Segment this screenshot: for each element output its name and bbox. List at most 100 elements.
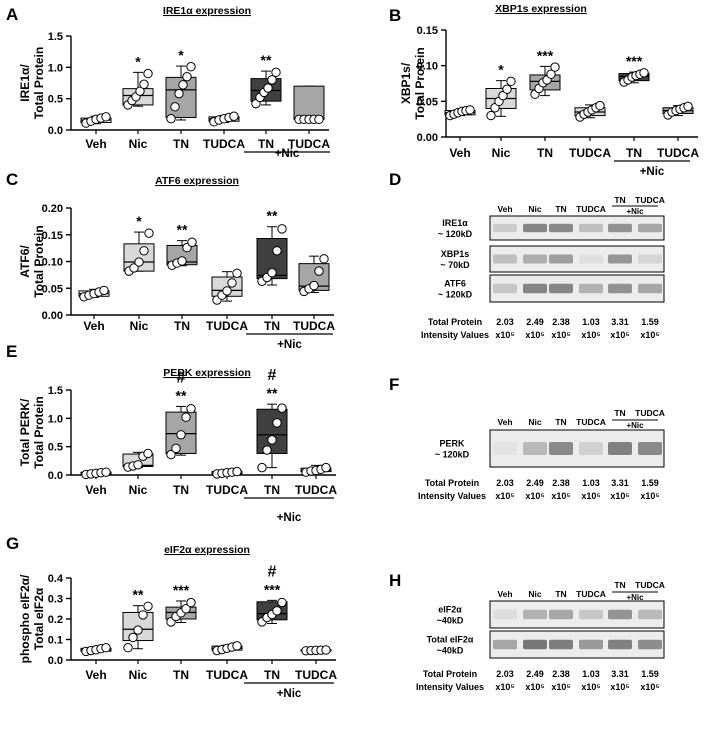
data-point xyxy=(181,412,191,422)
x-tick-label: TN xyxy=(173,483,189,497)
y-tick-label: 0.2 xyxy=(48,614,63,626)
data-point xyxy=(186,62,196,72)
lane-label: TUDCA xyxy=(576,589,606,599)
data-point xyxy=(639,68,649,78)
data-point xyxy=(171,443,181,454)
intensity-exponent: x10⁵ xyxy=(525,330,544,340)
blot-band xyxy=(638,639,662,650)
x-tick-label: TN xyxy=(264,483,280,497)
box-group-0 xyxy=(80,112,112,128)
hash-significance-label: # xyxy=(268,367,277,384)
x-tick-label: TUDCA xyxy=(206,483,248,497)
data-point xyxy=(263,83,273,93)
blot-frame xyxy=(489,600,665,629)
data-point xyxy=(267,75,277,85)
group-label-plus-nic: +Nic xyxy=(277,339,302,351)
box-group-5 xyxy=(298,254,330,297)
blot-frame xyxy=(489,429,665,468)
data-point xyxy=(166,114,176,124)
y-axis-label-line: Total Protein xyxy=(32,396,46,468)
blot-size-label: ~ 120kD xyxy=(438,290,473,300)
total-protein-value: 1.03 xyxy=(582,669,600,679)
blot-band xyxy=(523,639,547,650)
data-point xyxy=(550,62,560,72)
panel-letter: C xyxy=(6,170,18,189)
blot-band xyxy=(608,223,632,233)
data-point xyxy=(502,84,512,94)
blot-band xyxy=(638,442,662,455)
data-point xyxy=(271,67,281,78)
data-point xyxy=(128,632,138,643)
lane-label: TN xyxy=(614,408,625,418)
box-group-4: ** xyxy=(256,208,288,286)
data-point xyxy=(170,102,180,112)
x-tick-label: Nic xyxy=(130,319,149,333)
x-tick-label: TN xyxy=(626,146,642,160)
panel-letter: F xyxy=(389,375,399,394)
intensity-values-label: Intensity Values xyxy=(421,330,489,340)
x-tick-label: Nic xyxy=(492,146,511,160)
intensity-exponent: x10⁵ xyxy=(581,330,600,340)
blot-band xyxy=(523,442,547,455)
y-tick-label: 0.0 xyxy=(48,125,63,137)
y-tick-label: 0.05 xyxy=(417,96,438,108)
box-group-3 xyxy=(211,268,243,305)
blot-row-0: eIF2α~40kD xyxy=(437,600,665,629)
lane-label: Nic xyxy=(528,204,542,214)
intensity-exponent: x10⁵ xyxy=(640,491,659,501)
y-tick-label: 0.00 xyxy=(417,132,438,144)
box-group-4: ***# xyxy=(256,563,288,627)
y-tick-label: 0.0 xyxy=(48,655,63,667)
intensity-values-label: Intensity Values xyxy=(418,491,486,501)
box-group-5 xyxy=(300,645,332,656)
intensity-exponent: x10⁵ xyxy=(610,491,629,501)
total-protein-label: Total Protein xyxy=(425,478,479,488)
data-point xyxy=(182,72,192,82)
data-point xyxy=(101,112,111,122)
y-tick-label: 0.4 xyxy=(48,573,64,585)
y-tick-label: 0.10 xyxy=(417,61,438,73)
y-tick-label: 0.15 xyxy=(417,25,438,37)
data-point xyxy=(143,601,153,611)
y-axis-label-line: Total Protein xyxy=(32,225,46,297)
panel-letter: G xyxy=(6,534,19,553)
x-tick-label: TUDCA xyxy=(206,668,248,682)
lane-label: TN xyxy=(555,589,566,599)
blot-band xyxy=(579,609,603,620)
total-protein-value: 2.03 xyxy=(496,317,514,327)
data-point xyxy=(129,263,139,273)
blot-band xyxy=(523,254,547,264)
blot-band xyxy=(638,609,662,620)
y-axis-label: ATF6/Total Protein xyxy=(18,225,46,297)
significance-label: ** xyxy=(267,385,278,401)
group-label-plus-nic: +Nic xyxy=(277,688,302,700)
y-tick-label: 0.0 xyxy=(48,470,63,482)
panel-letter: E xyxy=(6,342,17,361)
significance-label: ** xyxy=(133,587,144,603)
total-protein-value: 2.38 xyxy=(552,478,570,488)
blot-band xyxy=(638,223,662,233)
box-group-2: *** xyxy=(529,47,561,99)
data-point xyxy=(143,448,153,459)
y-axis-label: Total PERK/Total Protein xyxy=(18,396,46,468)
intensity-exponent: x10⁵ xyxy=(551,491,570,501)
total-protein-value: 1.59 xyxy=(641,478,659,488)
box-group-1: * xyxy=(123,213,155,276)
data-point xyxy=(262,445,272,455)
intensity-exponent: x10⁵ xyxy=(525,491,544,501)
lane-label: Veh xyxy=(497,204,512,214)
blot-band xyxy=(523,223,547,233)
data-point xyxy=(166,449,176,460)
data-point xyxy=(321,645,331,655)
data-point xyxy=(178,80,188,90)
panel-letter: H xyxy=(389,571,401,590)
box-group-4: **# xyxy=(256,367,288,473)
data-point xyxy=(272,246,282,256)
data-point xyxy=(101,643,111,653)
lane-group-label: +Nic xyxy=(626,421,644,430)
box-group-1: ** xyxy=(122,587,154,653)
box-group-4: ** xyxy=(250,52,282,109)
lane-label: TUDCA xyxy=(576,417,606,427)
x-tick-label: Nic xyxy=(129,668,148,682)
